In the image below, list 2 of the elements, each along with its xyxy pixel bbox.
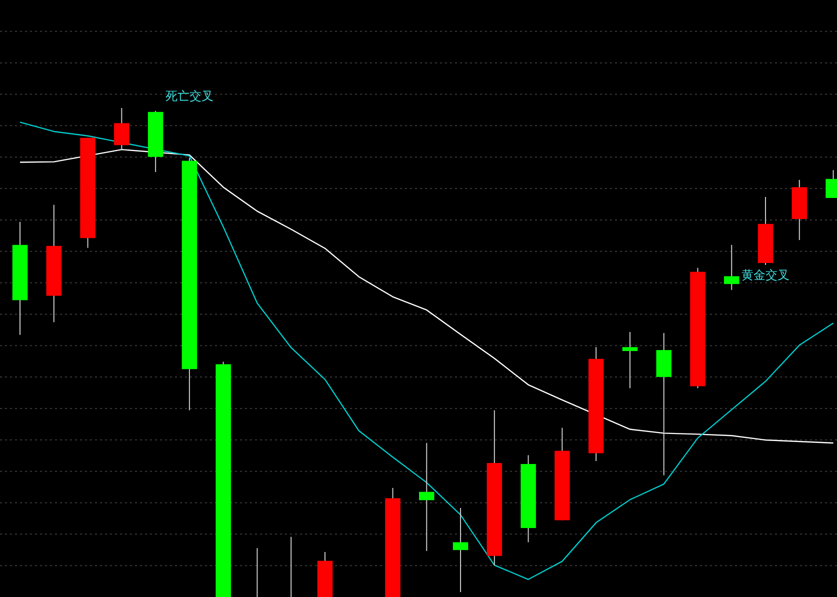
annotation: 死亡交叉 [165,89,214,103]
annotation: 黄金交叉 [742,268,790,282]
